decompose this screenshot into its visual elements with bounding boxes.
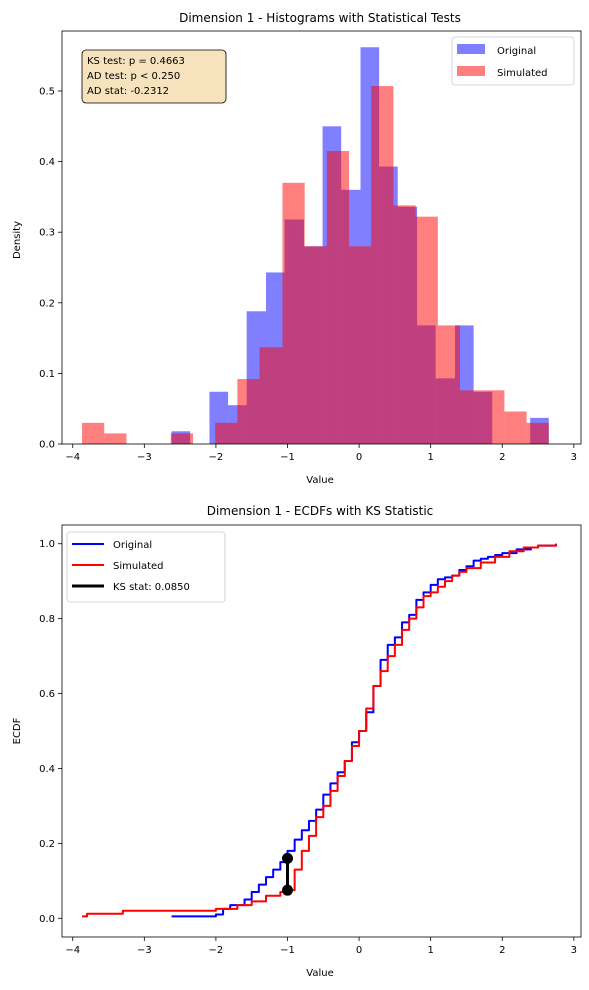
ecdf-y-tick-label: 0.2 (39, 839, 55, 850)
histogram-y-tick-label: 0.2 (39, 298, 55, 309)
histogram-bar-simulated (460, 390, 483, 444)
histogram-bar-simulated (282, 182, 305, 445)
legend-label-simulated: Simulated (497, 68, 548, 79)
histogram-bar-simulated (371, 86, 394, 445)
ecdf-x-tick-label: −4 (65, 945, 80, 956)
stats-annotation-background (81, 49, 227, 104)
ecdf-line-original (171, 543, 557, 918)
histogram-bar-simulated (393, 205, 416, 444)
histogram-x-ticks: −4 −3 −2 −1 0 1 2 3 (65, 444, 577, 463)
histogram-x-tick-label: −2 (209, 452, 224, 463)
histogram-bar-simulated (437, 325, 461, 444)
ecdf-y-tick-label: 0.4 (39, 764, 55, 775)
ks-test-text: KS test: p = 0.4663 (87, 56, 185, 67)
histogram-x-tick-label: −4 (65, 452, 80, 463)
histogram-bar-simulated (482, 390, 505, 444)
ecdf-chart: Dimension 1 - ECDFs with KS Statistic −4… (12, 504, 582, 979)
histogram-chart: Dimension 1 - Histograms with Statistica… (12, 11, 582, 486)
histogram-bar-simulated (170, 433, 194, 444)
ecdf-x-tick-label: 1 (427, 945, 433, 956)
ecdf-y-tick-label: 0.6 (39, 689, 55, 700)
ecdf-lines (82, 543, 557, 918)
histogram-title: Dimension 1 - Histograms with Statistica… (179, 11, 461, 25)
histogram-legend: Original Simulated (451, 36, 575, 86)
histogram-bar-simulated (237, 379, 260, 444)
histogram-y-label: Density (12, 221, 23, 259)
ecdf-axes-frame (61, 524, 582, 938)
ad-test-text: AD test: p < 0.250 (87, 71, 180, 82)
ecdf-y-tick-label: 0.0 (39, 914, 55, 925)
legend-swatch-simulated (457, 66, 485, 76)
ecdf-y-tick-label: 1.0 (39, 539, 55, 550)
ecdf-x-tick-label: −3 (137, 945, 152, 956)
ecdf-x-tick-label: 0 (356, 945, 362, 956)
histogram-bar-simulated (259, 347, 283, 444)
ecdf-x-label: Value (306, 968, 333, 979)
ks-stat-marker (281, 852, 293, 864)
histogram-bar-simulated (104, 433, 127, 444)
histogram-y-tick-label: 0.0 (39, 440, 55, 451)
histogram-bar-simulated (349, 246, 372, 444)
histogram-y-tick-label: 0.1 (39, 369, 55, 380)
ecdf-line-simulated (82, 543, 557, 918)
ecdf-y-tick-label: 0.8 (39, 614, 55, 625)
ecdf-x-tick-label: −1 (280, 945, 295, 956)
histogram-y-ticks: 0.0 0.1 0.2 0.3 0.4 0.5 (39, 87, 62, 451)
histogram-bar-simulated (215, 422, 238, 444)
ecdf-y-label: ECDF (12, 717, 23, 744)
histogram-axes-frame (61, 30, 582, 445)
ecdf-y-ticks: 0.0 0.2 0.4 0.6 0.8 1.0 (39, 539, 62, 925)
ecdf-x-tick-label: 3 (571, 945, 577, 956)
histogram-bar-simulated (326, 151, 350, 444)
ecdf-x-tick-label: −2 (209, 945, 224, 956)
histogram-bars (82, 47, 549, 445)
histogram-x-tick-label: 2 (499, 452, 505, 463)
histogram-bar-simulated (304, 246, 327, 444)
stats-annotation-box: KS test: p = 0.4663 AD test: p < 0.250 A… (81, 49, 227, 104)
ecdf-x-ticks: −4 −3 −2 −1 0 1 2 3 (65, 937, 577, 956)
histogram-bar-simulated (415, 216, 438, 444)
ad-stat-text: AD stat: -0.2312 (87, 86, 169, 97)
ecdf-legend-label-ks-stat: KS stat: 0.0850 (113, 582, 190, 593)
histogram-x-tick-label: 0 (356, 452, 362, 463)
ecdf-x-tick-label: 2 (499, 945, 505, 956)
ecdf-legend: Original Simulated KS stat: 0.0850 (66, 531, 226, 603)
legend-label-original: Original (497, 46, 536, 57)
histogram-x-tick-label: −1 (280, 452, 295, 463)
histogram-x-tick-label: 1 (427, 452, 433, 463)
ecdf-legend-frame (66, 531, 226, 603)
histogram-bar-simulated (504, 411, 527, 444)
ecdf-legend-label-simulated: Simulated (113, 561, 164, 572)
ecdf-legend-label-original: Original (113, 540, 152, 551)
histogram-y-tick-label: 0.4 (39, 157, 55, 168)
ecdf-title: Dimension 1 - ECDFs with KS Statistic (207, 504, 434, 518)
histogram-x-label: Value (306, 475, 333, 486)
histogram-bar-simulated (82, 422, 105, 444)
histogram-y-tick-label: 0.5 (39, 87, 55, 98)
histogram-x-tick-label: −3 (137, 452, 152, 463)
legend-swatch-original (457, 44, 485, 54)
histogram-bar-simulated (526, 422, 549, 444)
histogram-y-tick-label: 0.3 (39, 228, 55, 239)
histogram-x-tick-label: 3 (571, 452, 577, 463)
ks-stat-marker (281, 884, 293, 896)
